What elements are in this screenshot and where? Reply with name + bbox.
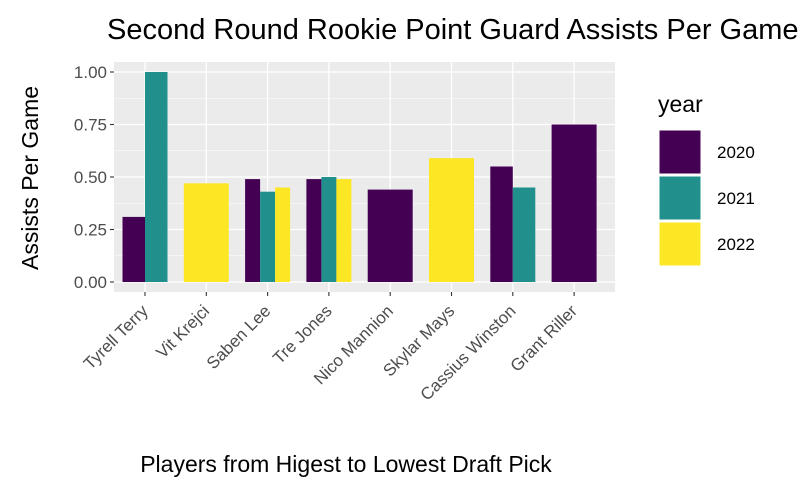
legend-title: year <box>658 91 703 117</box>
y-tick-label: 0.00 <box>74 273 107 292</box>
x-tick-label: Grant Riller <box>507 301 581 375</box>
legend-label-2020: 2020 <box>717 143 755 162</box>
bar-nico-mannion-2020 <box>367 189 413 282</box>
y-tick-label: 1.00 <box>74 63 107 82</box>
x-tick-label: Saben Lee <box>203 301 275 373</box>
legend-key-2021 <box>658 175 702 221</box>
x-axis-title: Players from Higest to Lowest Draft Pick <box>140 451 552 477</box>
legend-label-2021: 2021 <box>717 189 755 208</box>
legend-key-2022 <box>658 221 702 267</box>
bar-cassius-winston-2021 <box>512 187 536 282</box>
y-tick-label: 0.50 <box>74 168 107 187</box>
bar-cassius-winston-2020 <box>490 166 513 282</box>
y-tick-label: 0.75 <box>74 116 107 135</box>
bar-tyrell-terry-2020 <box>122 216 145 282</box>
x-tick-label: Vit Krejci <box>152 301 213 362</box>
bar-grant-riller-2020 <box>551 124 597 282</box>
legend-label-2022: 2022 <box>717 235 755 254</box>
bar-saben-lee-2022 <box>275 187 291 282</box>
bar-tre-jones-2021 <box>321 177 337 282</box>
bar-tre-jones-2022 <box>336 179 352 282</box>
chart-title: Second Round Rookie Point Guard Assists … <box>107 14 799 46</box>
y-axis-ticks: 0.00 0.25 0.50 0.75 1.00 <box>74 63 114 292</box>
legend-key-2020 <box>658 129 702 175</box>
legend: year 2020 2021 2022 <box>658 91 755 267</box>
bar-vit-krejci-2022 <box>183 183 229 282</box>
x-tick-label: Tyrell Terry <box>80 301 152 373</box>
bar-tyrell-terry-2021 <box>145 72 168 282</box>
bar-tre-jones-2020 <box>306 179 322 282</box>
bar-saben-lee-2020 <box>245 179 261 282</box>
bar-saben-lee-2021 <box>260 191 276 282</box>
y-axis-title: Assists Per Game <box>17 86 43 270</box>
bar-skylar-mays-2022 <box>429 158 474 282</box>
bars <box>122 72 597 282</box>
y-tick-label: 0.25 <box>74 221 107 240</box>
